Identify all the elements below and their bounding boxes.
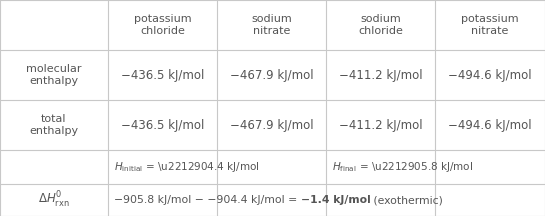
Text: −905.8 kJ/mol − −904.4 kJ/mol =: −905.8 kJ/mol − −904.4 kJ/mol = [114, 195, 301, 205]
Text: total
enthalpy: total enthalpy [29, 114, 78, 137]
Text: (exothermic): (exothermic) [371, 195, 443, 205]
Text: $\Delta H^0_{\mathrm{rxn}}$: $\Delta H^0_{\mathrm{rxn}}$ [38, 190, 70, 210]
Text: molecular
enthalpy: molecular enthalpy [26, 64, 82, 86]
Text: −436.5 kJ/mol: −436.5 kJ/mol [121, 119, 204, 132]
Text: −411.2 kJ/mol: −411.2 kJ/mol [338, 69, 422, 82]
Text: potassium
chloride: potassium chloride [134, 14, 191, 36]
Text: −467.9 kJ/mol: −467.9 kJ/mol [229, 119, 313, 132]
Text: potassium
nitrate: potassium nitrate [461, 14, 519, 36]
Text: −1.4 kJ/mol: −1.4 kJ/mol [301, 195, 371, 205]
Text: −494.6 kJ/mol: −494.6 kJ/mol [448, 119, 532, 132]
Text: −494.6 kJ/mol: −494.6 kJ/mol [448, 69, 532, 82]
Text: −467.9 kJ/mol: −467.9 kJ/mol [229, 69, 313, 82]
Text: $\mathit{H}_{\mathrm{final}}$ = \u2212905.8 kJ/mol: $\mathit{H}_{\mathrm{final}}$ = \u221290… [332, 160, 473, 174]
Text: sodium
nitrate: sodium nitrate [251, 14, 292, 36]
Text: −436.5 kJ/mol: −436.5 kJ/mol [121, 69, 204, 82]
Text: sodium
chloride: sodium chloride [358, 14, 403, 36]
Text: −411.2 kJ/mol: −411.2 kJ/mol [338, 119, 422, 132]
Text: $\mathit{H}_{\mathrm{initial}}$ = \u2212904.4 kJ/mol: $\mathit{H}_{\mathrm{initial}}$ = \u2212… [114, 160, 259, 174]
